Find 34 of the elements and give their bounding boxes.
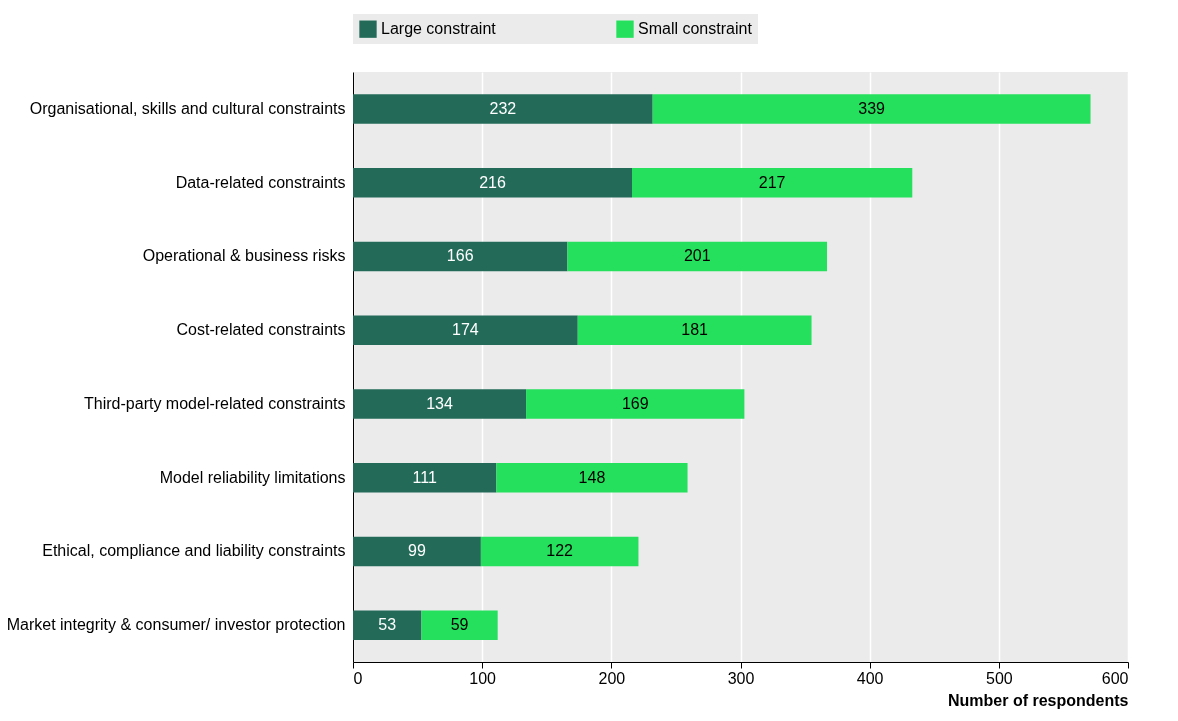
y-tick-label: Third-party model-related constraints bbox=[84, 394, 346, 412]
data-label: 59 bbox=[450, 616, 469, 634]
data-label: 134 bbox=[426, 394, 453, 412]
data-label: 216 bbox=[479, 173, 506, 191]
x-tick-label: 400 bbox=[856, 669, 884, 687]
data-label: 111 bbox=[412, 468, 437, 486]
y-tick-label: Market integrity & consumer/ investor protection bbox=[6, 616, 346, 634]
x-tick-label: 500 bbox=[985, 669, 1013, 687]
data-label: 169 bbox=[621, 394, 649, 412]
data-label: 217 bbox=[758, 173, 786, 191]
data-label: 174 bbox=[452, 321, 479, 339]
data-label: 166 bbox=[446, 247, 474, 265]
data-label: 148 bbox=[578, 468, 606, 486]
legend-label: Large constraint bbox=[381, 20, 497, 38]
y-tick-label: Cost-related constraints bbox=[176, 321, 346, 339]
x-tick-label: 600 bbox=[1101, 669, 1129, 687]
data-label: 122 bbox=[546, 542, 574, 560]
data-label: 232 bbox=[489, 99, 517, 117]
x-axis-title: Number of respondents bbox=[948, 691, 1129, 709]
y-tick-label: Organisational, skills and cultural constraints bbox=[29, 99, 346, 117]
data-label: 181 bbox=[681, 321, 709, 339]
x-tick-label: 300 bbox=[727, 669, 755, 687]
x-tick-label: 200 bbox=[598, 669, 626, 687]
data-label: 201 bbox=[683, 247, 711, 265]
x-tick-label: 0 bbox=[353, 669, 363, 687]
x-tick-label: 100 bbox=[469, 669, 497, 687]
legend-label: Small constraint bbox=[638, 20, 753, 38]
y-tick-label: Data-related constraints bbox=[175, 173, 346, 191]
data-label: 339 bbox=[858, 99, 886, 117]
y-tick-label: Operational & business risks bbox=[142, 247, 346, 265]
y-tick-label: Ethical, compliance and liability constraints bbox=[42, 542, 346, 560]
y-tick-label: Model reliability limitations bbox=[159, 468, 346, 486]
data-label: 53 bbox=[378, 616, 397, 634]
data-label: 99 bbox=[408, 542, 426, 560]
